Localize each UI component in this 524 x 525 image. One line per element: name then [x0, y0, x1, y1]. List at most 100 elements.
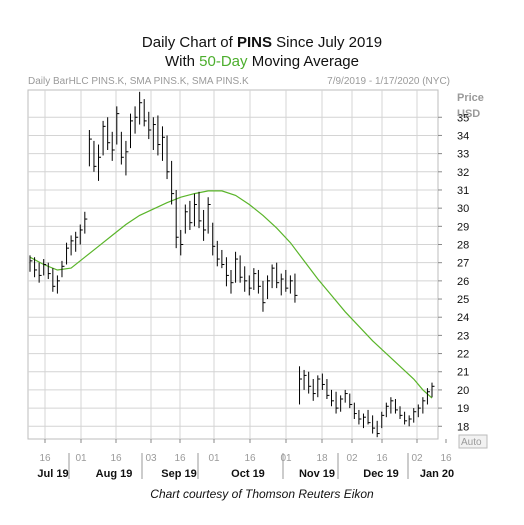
price-bar [367, 409, 371, 425]
price-bar [248, 275, 252, 296]
price-bar [372, 415, 376, 434]
title-suffix: Since July 2019 [271, 34, 383, 51]
price-bar [134, 106, 138, 134]
price-bar [257, 269, 261, 294]
x-day-tick-label: 16 [244, 453, 256, 464]
price-bar [79, 224, 83, 245]
subtitle-suffix: Moving Average [247, 53, 359, 70]
x-day-tick-label: 02 [346, 453, 358, 464]
chart-title-line-2: With 50-Day Moving Average [0, 53, 524, 70]
y-tick-label: 25 [457, 294, 469, 306]
price-bar [203, 209, 207, 241]
price-bar [193, 193, 197, 227]
price-bar [216, 240, 220, 267]
price-bar [75, 231, 79, 252]
price-bar [52, 268, 56, 292]
price-bar [70, 235, 74, 256]
price-chart: 18 19 20 21 22 23 24 25 26 27 28 29 30 31 32 33 34 35 Pric… [27, 89, 488, 480]
price-bar [221, 249, 225, 269]
price-bar [130, 113, 133, 149]
price-bar [189, 200, 193, 230]
y-tick-label: 27 [457, 258, 469, 270]
price-bar [408, 415, 412, 427]
price-bar [390, 397, 394, 414]
x-day-tick-label: 01 [75, 453, 87, 464]
price-bar [171, 160, 175, 205]
title-prefix: Daily Chart of [141, 34, 237, 51]
chart-footer: Chart courtesy of Thomson Reuters Eikon [150, 487, 374, 501]
scale-mode-button [458, 434, 488, 449]
price-bar [267, 275, 271, 300]
y-tick-label: 23 [457, 330, 469, 342]
price-bar [207, 197, 211, 234]
price-bar [143, 99, 147, 127]
y-tick-label: 32 [457, 167, 469, 179]
price-bar [152, 117, 156, 150]
price-bar [225, 257, 229, 287]
x-day-tick-label: 03 [145, 453, 157, 464]
price-bar [413, 408, 417, 423]
y-tick-label: 33 [457, 149, 469, 161]
price-bar [93, 140, 97, 172]
price-bar [47, 262, 51, 280]
price-bar [212, 222, 216, 256]
price-bar [312, 379, 316, 401]
y-tick-label: 28 [457, 240, 469, 252]
price-bar [326, 379, 330, 400]
price-bar [404, 411, 408, 425]
price-bar [139, 91, 143, 125]
price-bar [180, 229, 184, 256]
price-bar [161, 126, 165, 161]
price-bar [376, 420, 380, 438]
chart-header-right: 7/9/2019 - 1/17/2020 (NYC) [327, 76, 450, 87]
price-bar [317, 375, 321, 398]
price-bar [198, 191, 202, 229]
y-tick-label: 21 [457, 367, 469, 379]
sma-line [29, 190, 433, 399]
price-bar [107, 117, 111, 150]
price-bar [362, 413, 366, 429]
price-bar [98, 144, 102, 181]
x-day-tick-label: 16 [110, 453, 122, 464]
price-bar [56, 275, 60, 294]
x-month-label: Dec 19 [363, 468, 398, 480]
y-tick-label: 22 [457, 349, 469, 361]
price-bar [394, 399, 398, 414]
price-bar [29, 255, 33, 272]
y-tick-label: 20 [457, 385, 469, 397]
x-month-label: Sep 19 [161, 468, 196, 480]
price-bar [262, 280, 266, 312]
price-bar [102, 120, 106, 156]
x-day-tick-label: 01 [280, 453, 292, 464]
price-bar [148, 111, 152, 140]
price-bar [417, 404, 421, 418]
price-bar [340, 395, 344, 412]
price-bar [253, 268, 257, 290]
plot-frame [27, 89, 439, 440]
price-bar [157, 115, 161, 156]
chart-header-left: Daily BarHLC PINS.K, SMA PINS.K, SMA PIN… [28, 76, 249, 87]
price-bar [239, 255, 243, 283]
x-day-tick-label: 01 [208, 453, 220, 464]
title-ticker: PINS [236, 34, 272, 51]
y-tick-label: 26 [457, 276, 469, 288]
price-bar [381, 411, 385, 429]
price-bar [166, 135, 170, 180]
y-tick-label: 30 [457, 203, 469, 215]
y-tick-label: 24 [457, 312, 469, 324]
price-bar [422, 397, 426, 414]
subtitle-highlight: 50-Day [199, 53, 248, 70]
price-bar [349, 393, 353, 409]
price-bar [271, 264, 275, 289]
price-bar [235, 251, 239, 283]
price-bar [88, 129, 92, 167]
price-bar [116, 106, 120, 145]
price-bar [38, 262, 42, 283]
x-month-label: Nov 19 [299, 468, 335, 480]
price-bar [230, 269, 234, 294]
price-bar [344, 389, 348, 403]
subtitle-prefix: With [165, 53, 200, 70]
price-bar [175, 189, 179, 249]
x-month-label: Jul 19 [37, 468, 68, 480]
y-axis-unit: USD [457, 108, 480, 120]
